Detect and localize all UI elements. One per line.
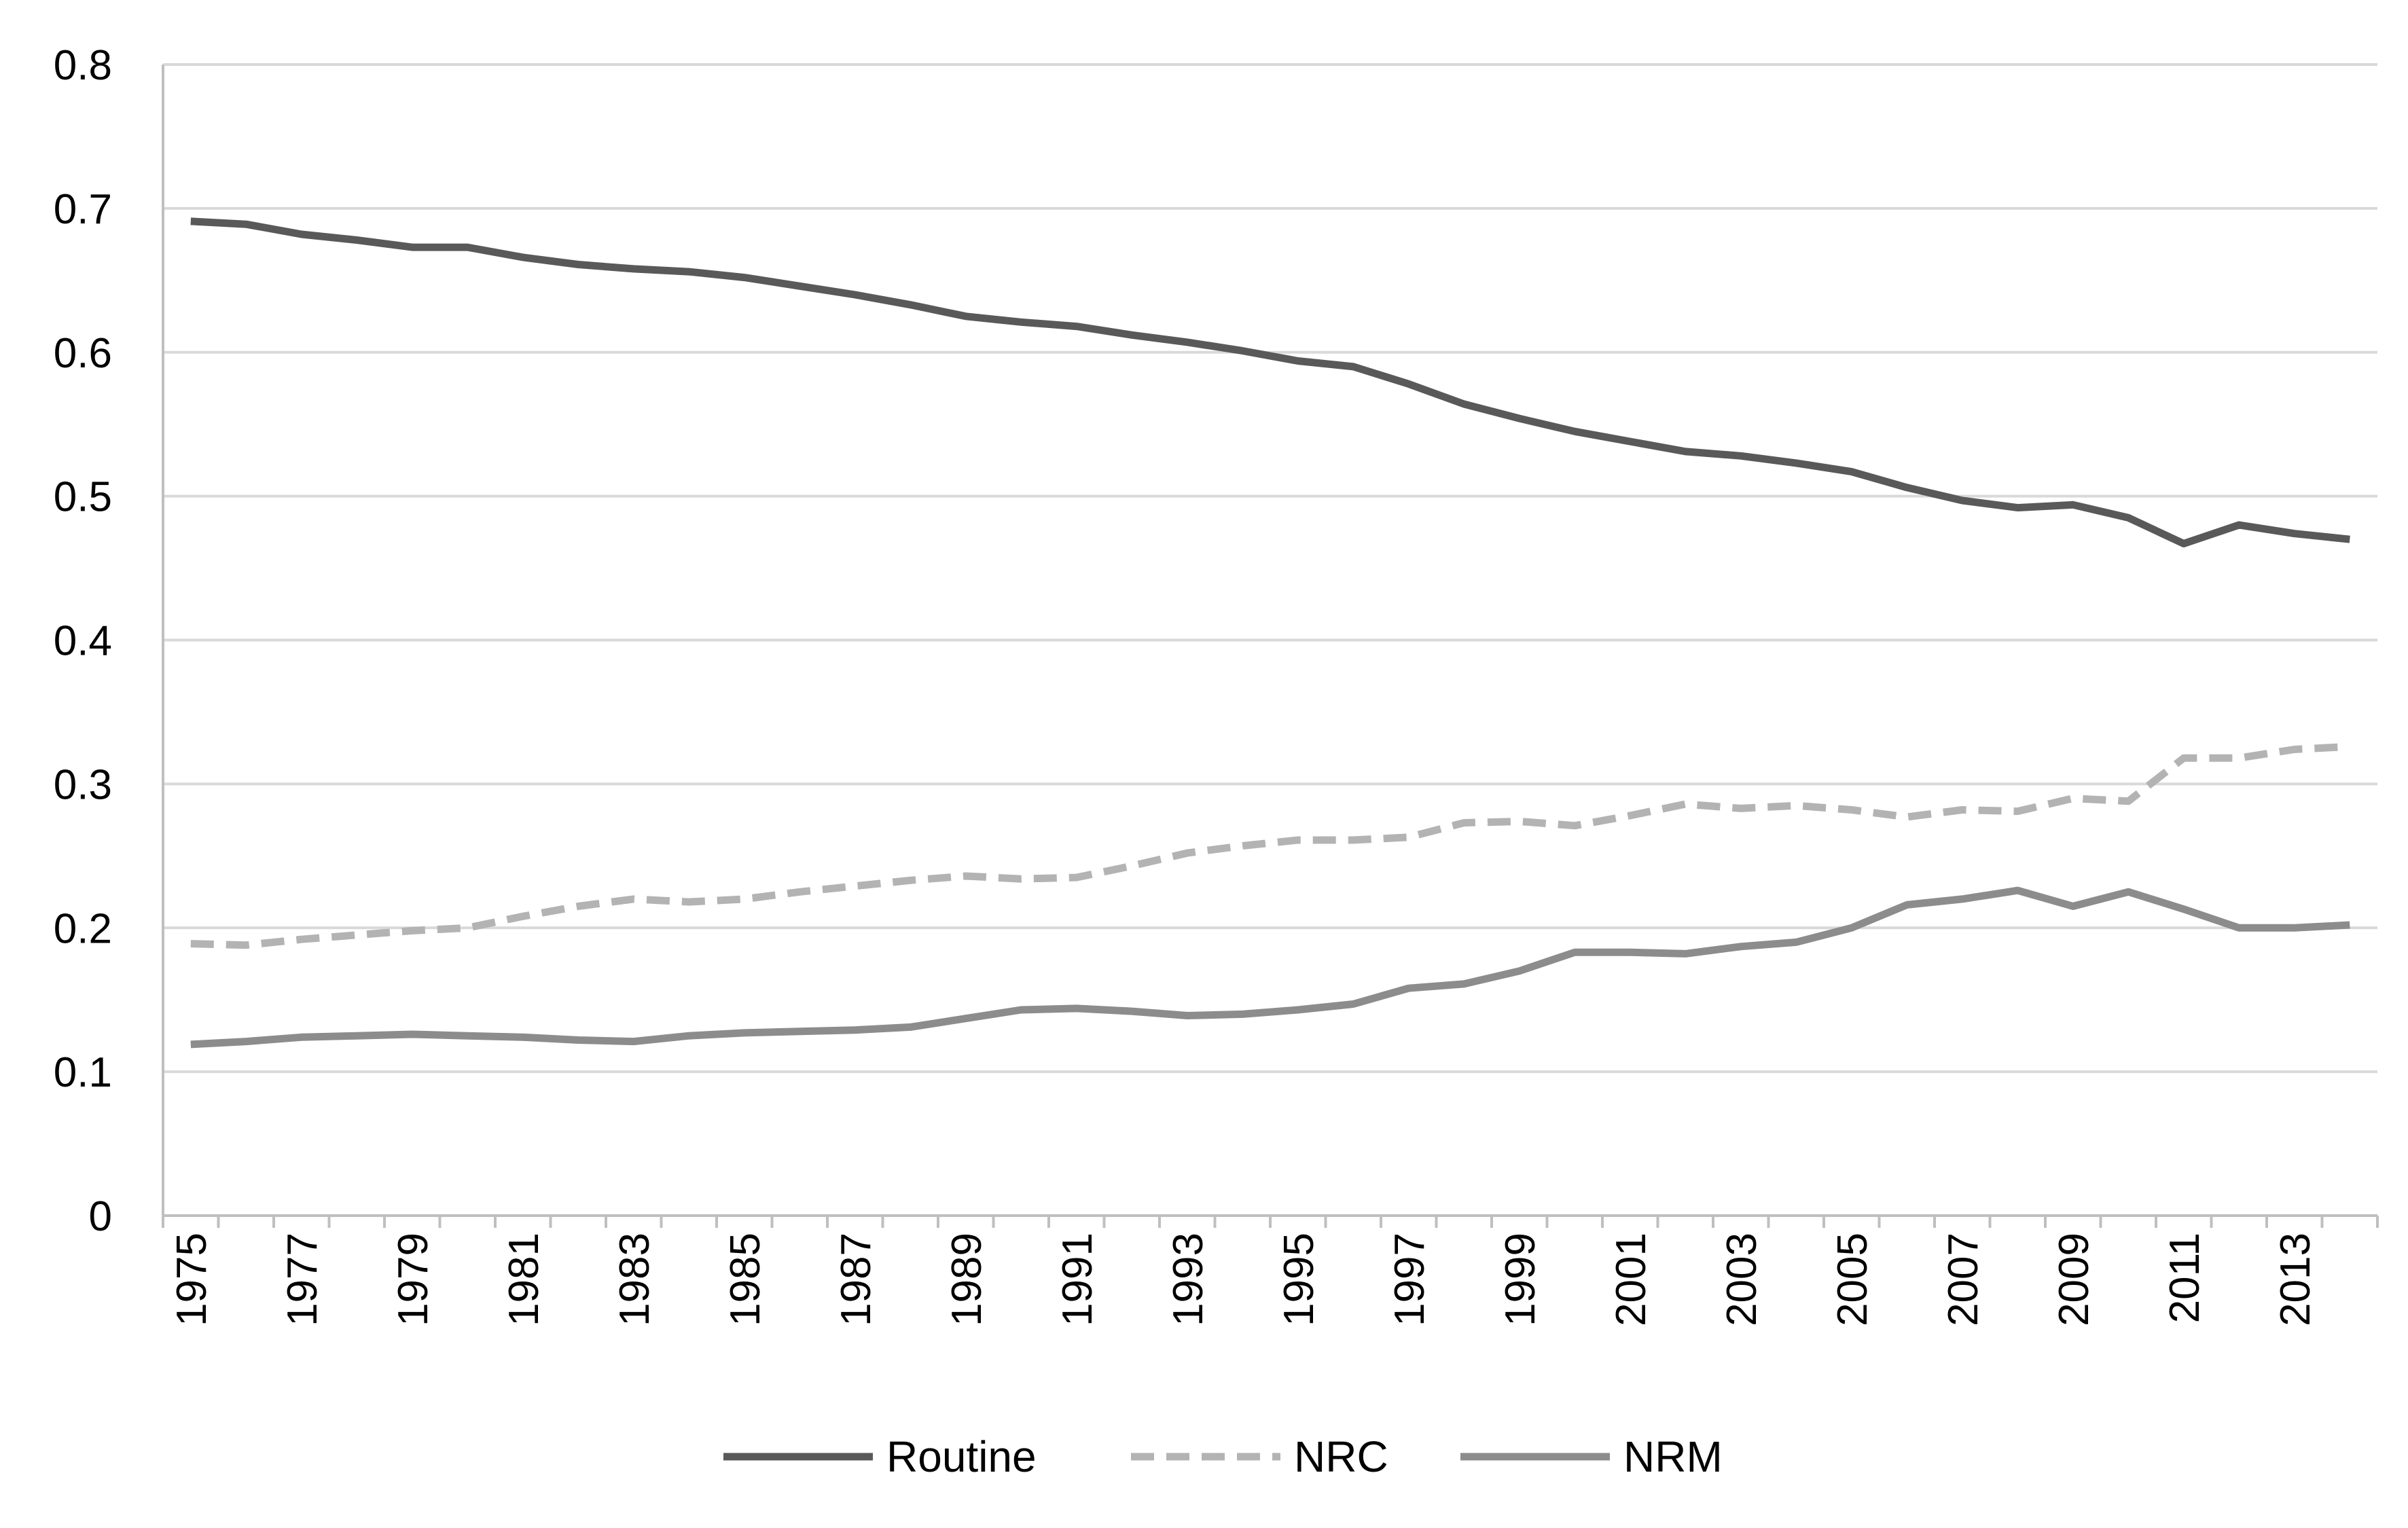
x-tick-label: 1991	[1054, 1233, 1101, 1326]
x-tick-label: 2003	[1719, 1233, 1765, 1326]
x-tick-label: 1979	[390, 1233, 437, 1326]
y-tick-label: 0.8	[54, 42, 112, 89]
x-tick-label: 1989	[944, 1233, 990, 1326]
series-line-routine	[190, 217, 2350, 547]
legend-label-nrm: NRM	[1623, 1432, 1723, 1481]
x-tick-label: 1983	[611, 1233, 658, 1326]
x-tick-label: 1987	[833, 1233, 880, 1326]
series-lines	[190, 217, 2350, 1049]
x-tick-label: 2007	[1940, 1233, 1987, 1326]
y-tick-label: 0.1	[54, 1049, 112, 1096]
x-tick-label: 1993	[1165, 1233, 1212, 1326]
y-tick-label: 0.6	[54, 330, 112, 377]
series-line-nrc	[190, 742, 2350, 949]
x-tick-label: 1999	[1497, 1233, 1544, 1326]
y-tick-label: 0.2	[54, 905, 112, 952]
x-tick-label: 1985	[722, 1233, 769, 1326]
legend-label-nrc: NRC	[1294, 1432, 1388, 1481]
y-tick-label: 0.4	[54, 618, 112, 665]
x-tick-labels: 1975 1977 1979 1981 1983 1985 1987 1989 1991 1993…	[168, 1233, 2319, 1326]
legend-label-routine: Routine	[886, 1432, 1037, 1481]
x-tick-label: 1995	[1276, 1233, 1323, 1326]
axes	[162, 65, 2379, 1228]
x-tick-label: 2013	[2272, 1233, 2319, 1326]
series-line-nrm	[190, 886, 2350, 1049]
legend: Routine NRC NRM	[723, 1432, 1723, 1481]
x-tick-label: 1975	[168, 1233, 215, 1326]
x-tick-label: 1997	[1386, 1233, 1433, 1326]
x-tick-label: 2001	[1608, 1233, 1655, 1326]
y-tick-label: 0.7	[54, 186, 112, 233]
gridlines	[163, 63, 2377, 1074]
y-tick-label: 0.5	[54, 474, 112, 521]
y-tick-label: 0.3	[54, 761, 112, 808]
x-tick-label: 2011	[2161, 1233, 2208, 1323]
x-tick-label: 1977	[279, 1233, 326, 1326]
x-tick-label: 2005	[1829, 1233, 1876, 1326]
x-tick-label: 1981	[501, 1233, 547, 1326]
y-tick-label: 0	[89, 1193, 112, 1240]
x-tick-label: 2009	[2051, 1233, 2098, 1326]
y-tick-labels: 0 0.1 0.2 0.3 0.4 0.5 0.6 0.7 0.8	[54, 42, 112, 1240]
